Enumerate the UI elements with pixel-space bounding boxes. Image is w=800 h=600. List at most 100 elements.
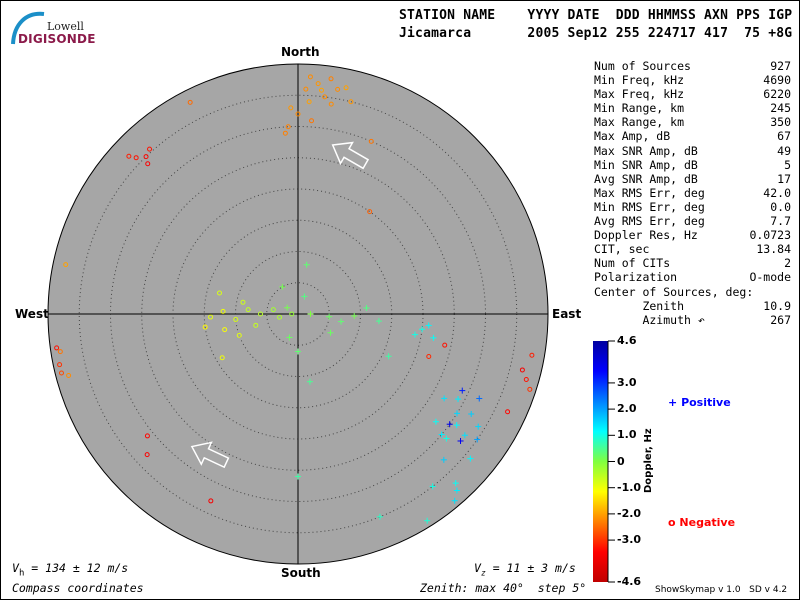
drift-arrow-icon [190,441,230,469]
colorbar-tick-label: 2.0 [617,402,637,416]
colorbar-tick-label: -2.0 [617,506,642,520]
source-point-negative [58,370,64,376]
source-point-positive [363,305,370,312]
source-point-negative [303,86,309,92]
zenith-scale-label: Zenith: max 40° step 5° [420,581,587,595]
colorbar-tick-label: -4.6 [617,575,642,588]
source-point-negative [258,311,263,317]
source-point-positive [461,432,468,439]
stat-value: 5 [784,157,791,172]
source-point-positive [457,437,464,444]
source-point-negative [348,99,354,105]
source-point-negative [529,352,535,358]
source-point-positive [453,422,460,429]
stat-value: 67 [777,129,791,144]
source-point-positive [430,334,437,341]
source-point-positive [295,473,301,480]
colorbar-tick-label: -1.0 [617,480,642,494]
vz-value: = 11 ± 3 m/s [492,561,576,575]
source-point-negative [328,76,334,82]
source-point-negative [217,290,223,296]
source-point-negative [328,101,334,107]
doppler-colorbar [593,341,608,582]
source-point-negative [285,124,291,130]
stat-row: Min RMS Err, deg 0.0 [594,200,791,214]
source-point-negative [66,372,72,378]
source-point-positive [429,483,436,490]
stat-row: Min Range, km 245 [594,101,791,115]
stat-value: 0.0 [770,199,791,214]
vz-symbol: V [474,561,481,575]
source-point-negative [144,433,150,439]
header-values: Jicamarca 2005 Sep12 255 224717 417 75 +… [399,26,793,41]
stat-row: Avg RMS Err, deg 7.7 [594,214,791,228]
vh-value: = 134 ± 12 m/s [31,561,129,575]
source-point-positive [475,423,482,430]
stat-row: Max Amp, dB 67 [594,129,791,143]
source-point-positive [468,411,475,417]
source-point-negative [57,362,63,368]
stat-row: Num of Sources 927 [594,59,791,73]
stat-value: 2 [784,256,791,271]
stat-label: Center of Sources, deg: [594,284,754,299]
source-point-positive [303,261,310,268]
colorbar-ticks [607,340,615,583]
source-point-negative [143,154,149,160]
source-point-positive [443,435,450,442]
stat-row: Max Freq, kHz 6220 [594,87,791,101]
stat-row: Max Range, km 350 [594,115,791,129]
stat-label: Num of Sources [594,59,691,73]
source-point-positive [286,334,293,341]
vertical-velocity: Vz = 11 ± 3 m/s [474,561,576,577]
source-point-positive [425,322,432,329]
source-point-negative [527,386,533,392]
stat-label: Max RMS Err, deg [594,185,705,200]
stat-row: Azimuth ↶ 267 [594,313,791,327]
source-point-positive [446,421,453,428]
source-point-negative [220,308,226,314]
source-point-negative [63,262,69,268]
source-point-negative [426,353,432,359]
colorbar-tick-label: 0 [617,454,625,468]
source-point-negative [240,299,246,305]
source-point-positive [455,396,462,403]
source-point-negative [202,324,208,330]
stats-panel: Num of Sources 927 Min Freq, kHz 4690 Max Fr… [594,59,791,327]
stat-label: Max Amp, dB [594,129,671,144]
source-point-positive [451,497,458,504]
vh-symbol: V [12,561,19,575]
stat-value: 6220 [763,87,791,102]
stat-label: Avg RMS Err, deg [594,214,705,229]
source-point-negative [319,87,325,93]
stat-row: Avg SNR Amp, dB 17 [594,172,791,186]
stat-label: Min Freq, kHz [594,73,685,88]
drift-arrow-icon-shape [190,441,230,469]
source-point-positive [295,348,301,355]
colorbar-title: Doppler, Hz [643,428,654,493]
stat-label: Min Range, km [594,101,685,116]
source-point-negative [505,409,511,415]
source-point-positive [459,387,466,394]
coordinates-label: Compass coordinates [12,581,144,595]
stat-value: 7.7 [770,214,791,229]
stat-label: Min SNR Amp, dB [594,157,698,172]
source-point-positive [376,513,383,520]
stat-label: Max Range, km [594,115,685,130]
compass-north: North [281,45,320,59]
stat-row: Center of Sources, deg: [594,285,791,299]
stat-value: 17 [777,171,791,186]
source-point-positive [385,353,392,360]
stat-value: O-mode [749,270,791,285]
logo-lowell: Lowell [47,20,84,33]
source-point-negative [253,322,259,328]
legend-negative-label: Negative [679,516,736,529]
stat-label: Max Freq, kHz [594,87,685,102]
source-point-negative [233,316,239,322]
source-point-negative [295,111,301,117]
source-point-negative [309,118,315,124]
stat-row: Max RMS Err, deg 42.0 [594,186,791,200]
source-point-positive [440,456,447,463]
source-point-positive [454,410,461,417]
source-point-negative [322,94,328,100]
stat-value: 245 [770,101,791,116]
